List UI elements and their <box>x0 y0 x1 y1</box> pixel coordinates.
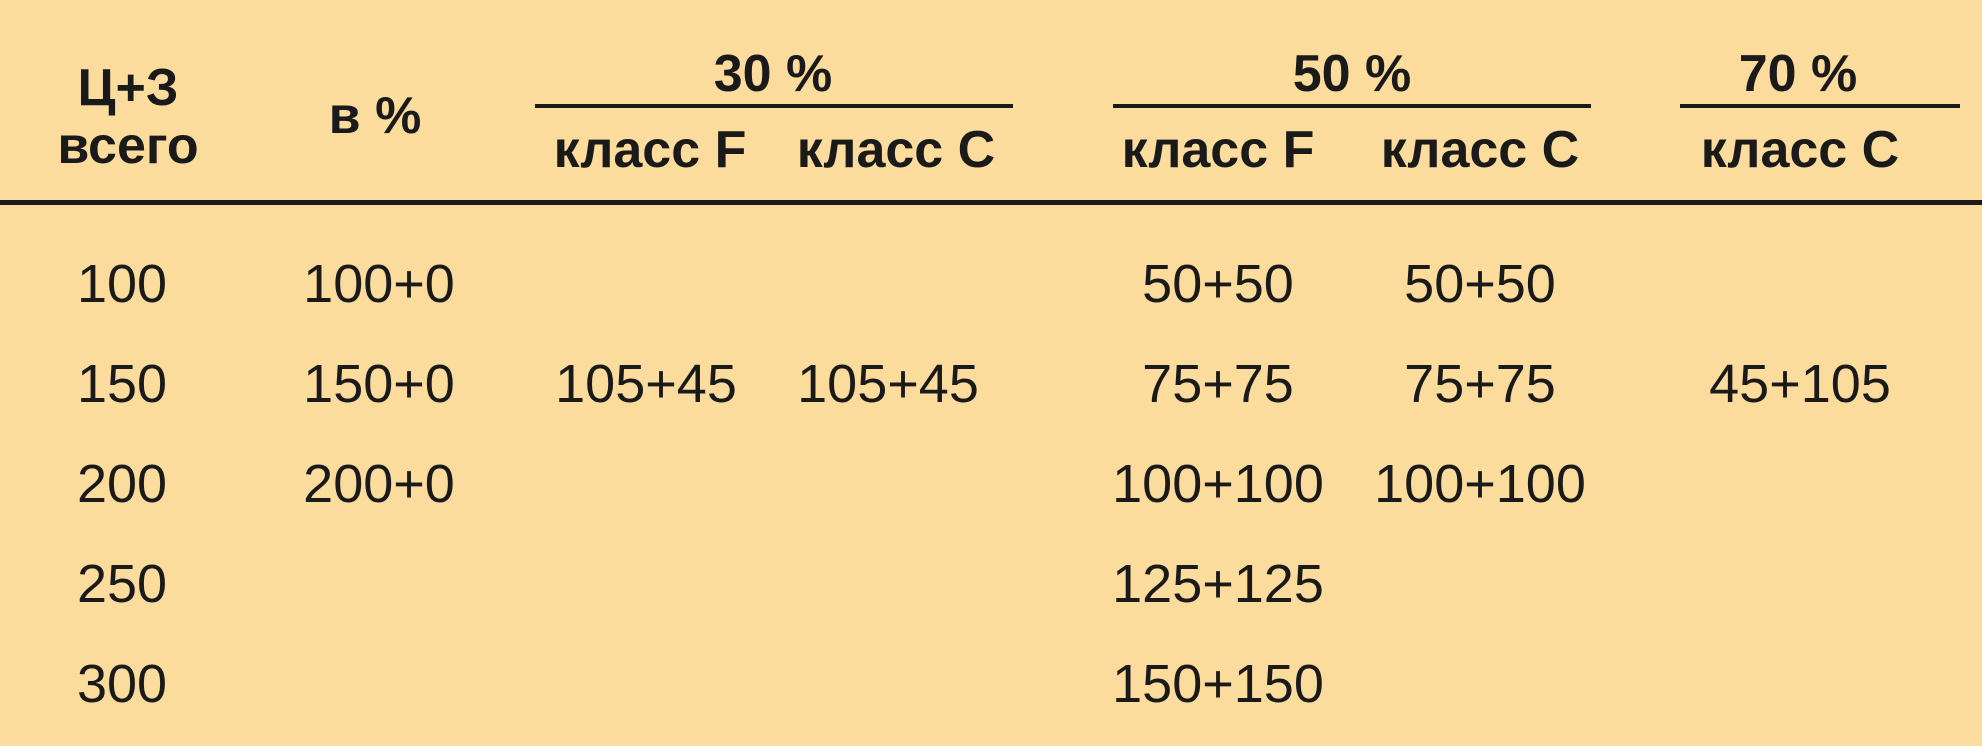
cell-50-c: 50+50 <box>1404 257 1556 311</box>
header-group-30: 30 % <box>714 48 833 100</box>
cell-total: 300 <box>77 657 167 711</box>
header-divider <box>0 200 1982 205</box>
cell-30-f: 105+45 <box>555 357 737 411</box>
header-70-class-c: класс С <box>1701 124 1899 176</box>
header-group-50: 50 % <box>1293 48 1412 100</box>
cell-total: 200 <box>77 457 167 511</box>
cell-pct: 200+0 <box>303 457 455 511</box>
header-group-70: 70 % <box>1739 48 1858 100</box>
header-group-30-rule <box>535 104 1013 108</box>
cell-pct: 100+0 <box>303 257 455 311</box>
cell-50-c: 100+100 <box>1374 457 1586 511</box>
header-total-line2: всего <box>57 120 198 172</box>
cell-50-f: 100+100 <box>1112 457 1324 511</box>
cell-50-f: 50+50 <box>1142 257 1294 311</box>
cell-50-f: 150+150 <box>1112 657 1324 711</box>
cell-30-c: 105+45 <box>797 357 979 411</box>
cell-pct: 150+0 <box>303 357 455 411</box>
header-30-class-f: класс F <box>554 124 747 176</box>
header-total-line1: Ц+З <box>78 62 179 114</box>
cell-50-f: 125+125 <box>1112 557 1324 611</box>
cell-50-c: 75+75 <box>1404 357 1556 411</box>
header-group-70-rule <box>1680 104 1960 108</box>
header-50-class-c: класс С <box>1381 124 1579 176</box>
cell-50-f: 75+75 <box>1142 357 1294 411</box>
header-group-50-rule <box>1113 104 1591 108</box>
cell-70-c: 45+105 <box>1709 357 1891 411</box>
cell-total: 250 <box>77 557 167 611</box>
cell-total: 100 <box>77 257 167 311</box>
header-50-class-f: класс F <box>1122 124 1315 176</box>
header-30-class-c: класс С <box>797 124 995 176</box>
cell-total: 150 <box>77 357 167 411</box>
header-pct: в % <box>329 90 422 142</box>
